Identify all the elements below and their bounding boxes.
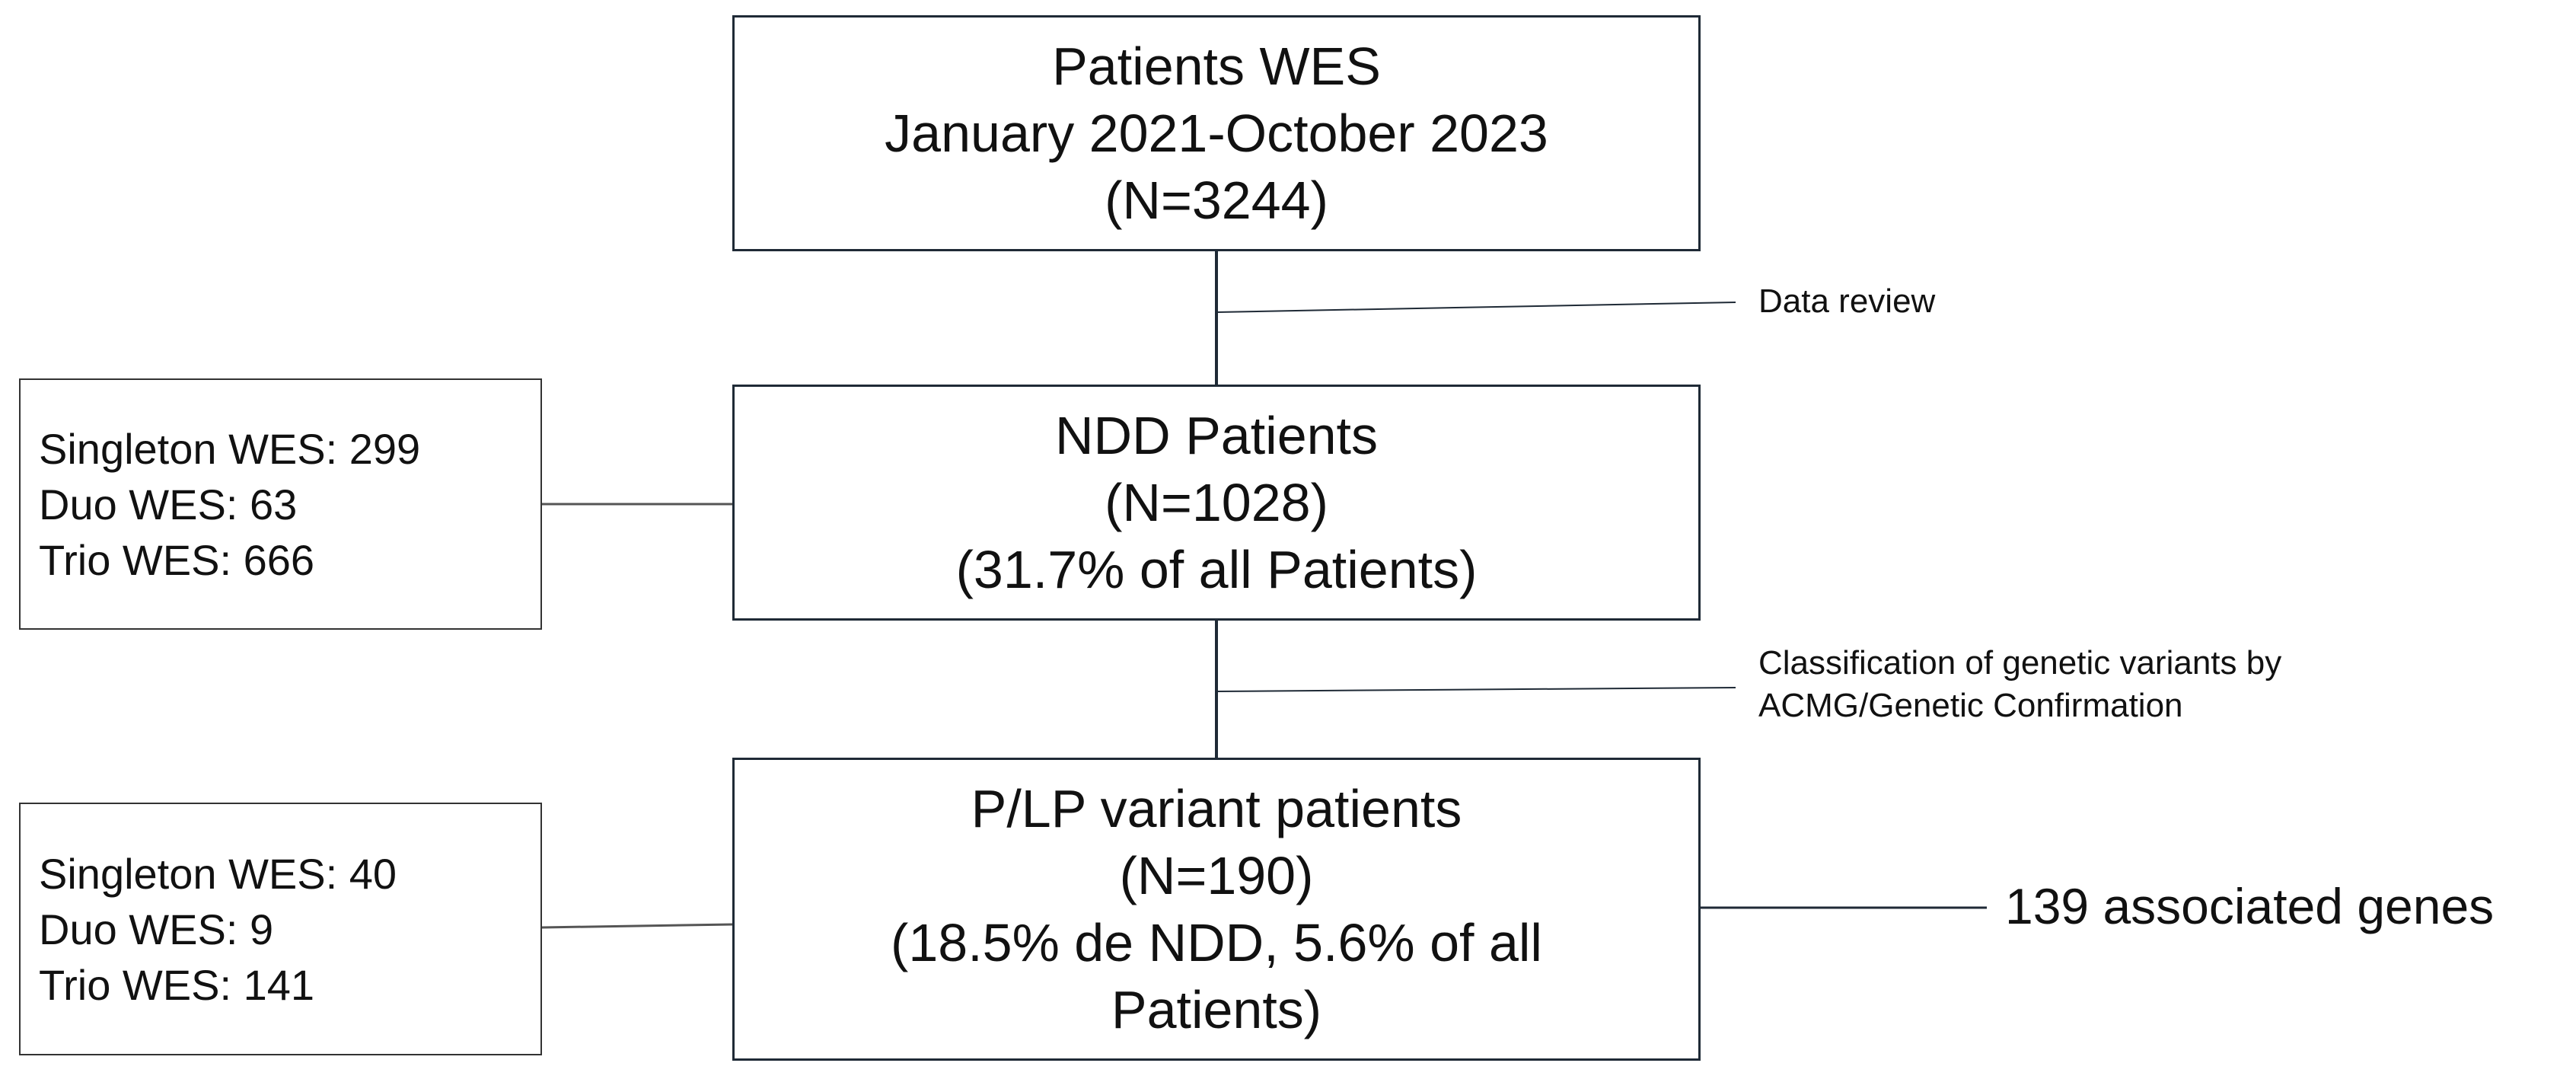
connector-classification-branch	[1216, 687, 1736, 692]
classification-label: Classification of genetic variants by AC…	[1758, 642, 2281, 727]
connector-plp-breakdown	[541, 923, 733, 929]
plp-title: P/LP variant patients	[971, 779, 1462, 838]
plp-count: (N=190)	[1119, 846, 1314, 905]
ndd-trio: Trio WES: 666	[39, 535, 315, 584]
ndd-breakdown-box: Singleton WES: 299 Duo WES: 63 Trio WES:…	[19, 378, 542, 630]
total-title: Patients WES	[1052, 37, 1381, 96]
plp-trio: Trio WES: 141	[39, 960, 315, 1009]
plp-singleton: Singleton WES: 40	[39, 849, 397, 898]
ndd-title: NDD Patients	[1054, 406, 1379, 465]
associated-genes-result: 139 associated genes	[2005, 878, 2495, 934]
plp-duo: Duo WES: 9	[39, 905, 274, 953]
plp-breakdown-box: Singleton WES: 40 Duo WES: 9 Trio WES: 1…	[19, 803, 542, 1055]
ndd-singleton: Singleton WES: 299	[39, 424, 421, 473]
ndd-duo: Duo WES: 63	[39, 480, 298, 528]
total-period: January 2021-October 2023	[885, 104, 1548, 163]
ndd-count: (N=1028)	[1105, 473, 1328, 532]
plp-percent: (18.5% de NDD, 5.6% of all	[891, 913, 1542, 972]
classification-line1: Classification of genetic variants by	[1758, 644, 2282, 682]
ndd-patients-box: NDD Patients (N=1028) (31.7% of all Pati…	[732, 385, 1701, 621]
connector-data-review-branch	[1216, 302, 1736, 313]
plp-patients-box: P/LP variant patients (N=190) (18.5% de …	[732, 758, 1701, 1061]
ndd-percent: (31.7% of all Patients)	[955, 540, 1478, 599]
data-review-label: Data review	[1758, 283, 1936, 320]
total-patients-box: Patients WES January 2021-October 2023 (…	[732, 15, 1701, 251]
plp-percent-cont: Patients)	[1111, 980, 1322, 1039]
total-count: (N=3244)	[1105, 171, 1328, 230]
classification-line2: ACMG/Genetic Confirmation	[1758, 687, 2183, 724]
